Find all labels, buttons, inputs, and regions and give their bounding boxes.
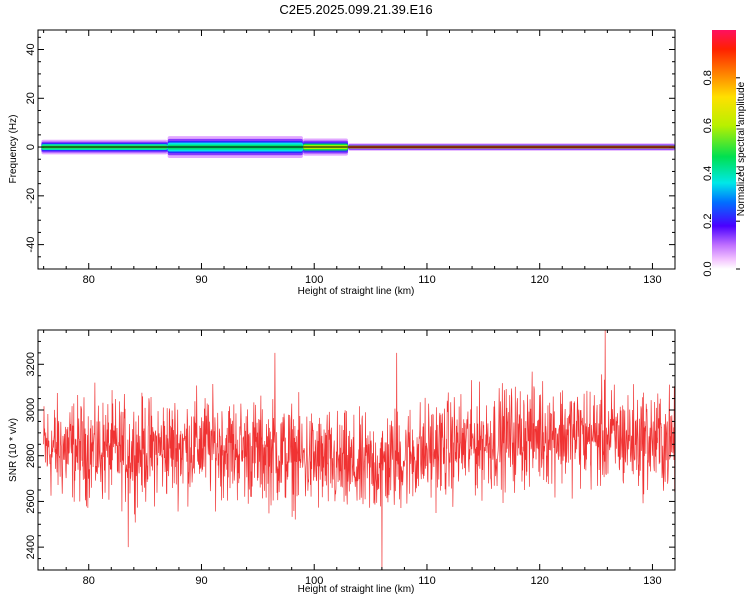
spectrogram-frame xyxy=(37,29,676,270)
colorbar-ticks: 0.0 0.2 0.4 0.6 0.8 xyxy=(702,70,740,277)
snr-plot-area xyxy=(43,330,675,570)
y-tick-label: 3200 xyxy=(25,352,37,376)
y-tick-label: 2800 xyxy=(25,443,37,467)
x-tick-label: 110 xyxy=(418,575,436,587)
x-tick-label: 130 xyxy=(643,274,661,286)
y-tick-label: 2400 xyxy=(25,535,37,559)
snr-ylabel: SNR (10 * v/v) xyxy=(8,418,19,482)
y-tick-label: 3000 xyxy=(25,398,37,422)
snr-axes: 80 90 100 110 120 130 2400 2600 2800 3000 3200 xyxy=(25,329,676,587)
x-tick-label: 80 xyxy=(83,575,95,587)
x-tick-label: 120 xyxy=(531,575,549,587)
spectrogram-panel: 80 90 100 110 120 130 -40 -20 0 20 40 Height of st… xyxy=(8,29,676,297)
x-tick-label: 80 xyxy=(83,274,95,286)
colorbar-tick-label: 0.6 xyxy=(702,118,714,133)
y-tick-label: -20 xyxy=(25,188,37,204)
x-tick-label: 110 xyxy=(418,274,436,286)
y-tick-label: 40 xyxy=(25,43,37,55)
colorbar-tick-label: 0.4 xyxy=(702,166,714,181)
y-tick-label: 2600 xyxy=(25,489,37,513)
spectrogram-ylabel: Frequency (Hz) xyxy=(8,115,19,184)
colorbar-label: Normalized spectral amplitude xyxy=(736,81,747,216)
colorbar-tick-label: 0.8 xyxy=(702,70,714,85)
snr-frame xyxy=(37,329,676,571)
y-tick-label: 20 xyxy=(25,92,37,104)
x-tick-label: 90 xyxy=(195,575,207,587)
x-tick-label: 100 xyxy=(305,575,323,587)
snr-xlabel: Height of straight line (km) xyxy=(298,584,415,595)
chart-title: C2E5.2025.099.21.39.E16 xyxy=(279,2,432,17)
x-tick-label: 90 xyxy=(195,274,207,286)
colorbar: 0.0 0.2 0.4 0.6 0.8 Normalized spectral ampl… xyxy=(702,30,747,277)
colorbar-tick-label: 0.2 xyxy=(702,214,714,229)
snr-series-line xyxy=(43,330,675,570)
y-tick-label: -40 xyxy=(25,237,37,253)
colorbar-tick-label: 0.0 xyxy=(702,261,714,276)
colorbar-gradient xyxy=(712,30,736,269)
snr-panel: 80 90 100 110 120 130 2400 2600 2800 3000 3200 Hei… xyxy=(8,329,676,595)
x-tick-label: 130 xyxy=(643,575,661,587)
x-tick-label: 100 xyxy=(305,274,323,286)
spectrogram-marks xyxy=(38,136,675,159)
spectrogram-xlabel: Height of straight line (km) xyxy=(298,286,415,297)
spectrogram-axes: 80 90 100 110 120 130 -40 -20 0 20 40 xyxy=(25,30,676,286)
y-tick-label: 0 xyxy=(25,144,37,150)
x-tick-label: 120 xyxy=(531,274,549,286)
